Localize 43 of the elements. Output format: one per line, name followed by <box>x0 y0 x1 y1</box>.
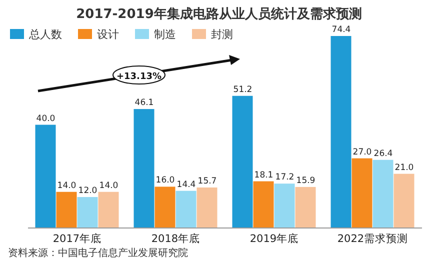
data-label: 14.0 <box>99 180 118 191</box>
bar <box>176 190 196 228</box>
text: 资料来源：中国电子信息产业发展研究院 <box>8 247 188 259</box>
bar <box>253 181 274 228</box>
data-label: 27.0 <box>352 147 372 158</box>
legend-label: 封测 <box>211 28 233 41</box>
data-label: 21.0 <box>394 162 414 173</box>
data-label: 74.4 <box>332 25 351 35</box>
bar <box>372 160 394 228</box>
bar <box>274 184 295 228</box>
data-label: 14.0 <box>57 180 76 191</box>
legend-label: 设计 <box>97 28 119 41</box>
x-tick-label: 2017年底 <box>52 232 102 245</box>
data-label: 26.4 <box>374 148 393 159</box>
bar <box>295 186 316 228</box>
legend-label: 总人数 <box>28 28 62 41</box>
data-label: 16.0 <box>156 176 175 186</box>
x-tick-label: 2022需求预测 <box>337 232 408 245</box>
bar <box>98 192 119 228</box>
bar <box>154 186 176 228</box>
x-tick-label: 2018年底 <box>151 232 200 245</box>
bar <box>394 174 414 228</box>
data-label: 18.1 <box>254 170 274 180</box>
annotation: +13.13% <box>116 72 162 82</box>
data-label: 46.1 <box>134 98 154 108</box>
bar <box>232 96 253 228</box>
data-label: 14.4 <box>176 180 196 190</box>
bar <box>77 197 98 228</box>
bar <box>330 36 352 228</box>
bar <box>352 158 372 228</box>
bar <box>196 187 218 228</box>
x-tick-label: 2019年底 <box>250 232 299 245</box>
data-label: 17.2 <box>275 172 294 183</box>
data-label: 15.9 <box>296 176 316 186</box>
bar <box>35 124 56 228</box>
data-label: 51.2 <box>233 84 252 95</box>
chart-title: 2017-2019年集成电路从业人员统计及需求预测 <box>76 6 362 22</box>
bar <box>134 109 154 228</box>
legend-label: 制造 <box>154 28 176 41</box>
data-label: 40.0 <box>36 114 56 124</box>
bar <box>56 192 77 228</box>
data-label: 15.7 <box>198 176 217 186</box>
data-label: 12.0 <box>78 186 98 196</box>
